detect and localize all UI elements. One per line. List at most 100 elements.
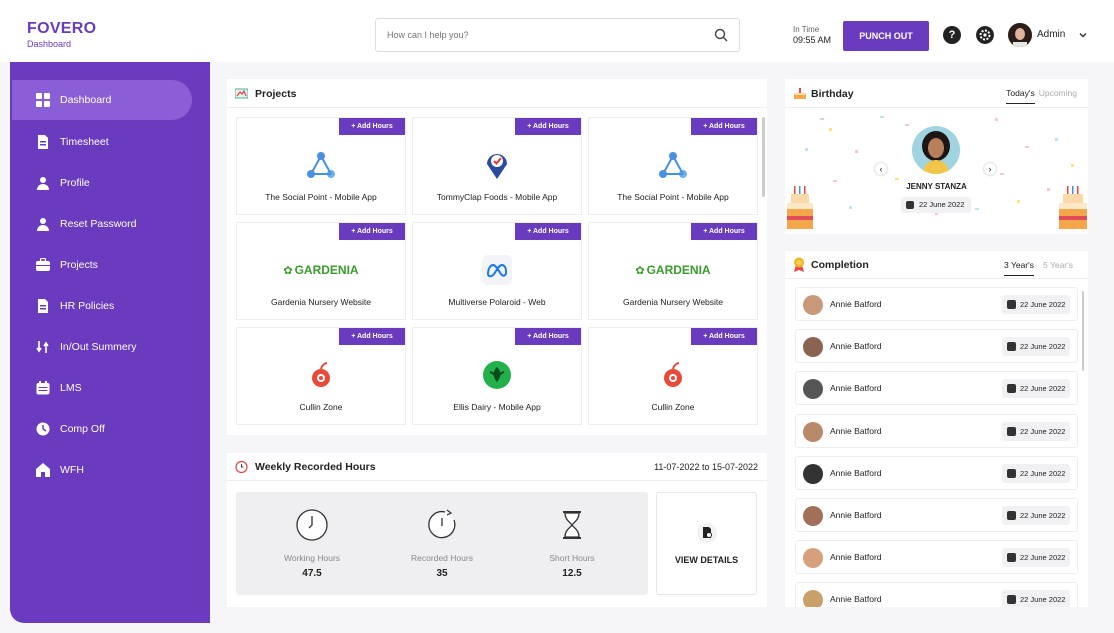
employee-name: Annie Batford: [830, 467, 882, 478]
completion-row[interactable]: Annie Batford 22 June 2022: [795, 329, 1078, 364]
project-card[interactable]: + Add Hours ✿ GARDENIA Gardenia Nursery W…: [236, 222, 406, 320]
project-card[interactable]: + Add Hours The Social Point - Mobile Ap…: [236, 117, 406, 215]
swap-icon: [36, 341, 49, 353]
employee-name: Annie Batford: [830, 341, 882, 352]
add-hours-button[interactable]: + Add Hours: [339, 118, 405, 135]
search-input[interactable]: [376, 19, 696, 51]
project-card[interactable]: + Add Hours The Social Point - Mobile Ap…: [588, 117, 758, 215]
cullin-logo: [664, 362, 682, 387]
grid-icon: [36, 93, 50, 107]
search-box: [375, 18, 740, 52]
alarm-clock-icon: [235, 460, 248, 473]
completion-row[interactable]: Annie Batford 22 June 2022: [795, 287, 1078, 321]
help-icon[interactable]: ?: [943, 26, 961, 44]
add-hours-button[interactable]: + Add Hours: [515, 118, 581, 135]
view-details-button[interactable]: VIEW DETAILS: [656, 492, 757, 595]
award-icon: [794, 257, 804, 272]
sidebar-item-reset-password[interactable]: Reset Password: [12, 204, 192, 244]
add-hours-button[interactable]: + Add Hours: [691, 328, 757, 345]
sidebar-item-timesheet[interactable]: Timesheet: [12, 122, 192, 162]
employee-name: Annie Batford: [830, 510, 882, 520]
employee-name: Annie Batford: [830, 425, 882, 436]
punch-out-button[interactable]: PUNCH OUT: [843, 21, 929, 51]
scrollbar[interactable]: [1082, 291, 1084, 371]
completion-row[interactable]: Annie Batford 22 June 2022: [795, 371, 1078, 406]
project-name: Gardenia Nursery Website: [623, 297, 723, 307]
project-card[interactable]: + Add Hours Ellis Dairy - Mobile App: [412, 327, 582, 425]
working-hours-stat: Working Hours 47.5: [257, 508, 367, 579]
view-details-label: VIEW DETAILS: [674, 555, 739, 565]
project-card[interactable]: + Add Hours Multiverse Polaroid - Web: [412, 222, 582, 320]
project-card[interactable]: + Add Hours ✿ GARDENIA Gardenia Nursery W…: [588, 222, 758, 320]
add-hours-button[interactable]: + Add Hours: [515, 328, 581, 345]
weekly-title: Weekly Recorded Hours: [255, 461, 376, 473]
add-hours-button[interactable]: + Add Hours: [691, 223, 757, 240]
calendar-icon: [1007, 384, 1016, 394]
sidebar-item-comp-off[interactable]: Comp Off: [12, 409, 192, 449]
sidebar-item-projects[interactable]: Projects: [12, 245, 192, 285]
avatar: [803, 379, 823, 400]
sidebar-item-lms[interactable]: LMS: [12, 368, 192, 408]
add-hours-button[interactable]: + Add Hours: [339, 223, 405, 240]
tab-today[interactable]: Today's: [1006, 88, 1035, 104]
clock-icon: [296, 509, 328, 541]
employee-name: Annie Batford: [830, 299, 882, 309]
user-name[interactable]: Admin: [1037, 29, 1066, 40]
employee-name: Annie Batford: [830, 383, 882, 394]
stat-label: Recorded Hours: [411, 553, 473, 563]
chevron-down-icon[interactable]: [1078, 30, 1088, 40]
short-hours-stat: Short Hours 12.5: [517, 508, 627, 579]
project-name: The Social Point - Mobile App: [265, 192, 377, 202]
calendar-icon: [1007, 595, 1016, 605]
tab-upcoming[interactable]: Upcoming: [1038, 88, 1077, 98]
chevron-left-icon[interactable]: ‹: [875, 163, 887, 175]
chevron-right-icon[interactable]: ›: [984, 163, 996, 175]
birthday-date: 22 June 2022: [901, 197, 971, 213]
calendar-icon: [1007, 426, 1016, 436]
project-card[interactable]: + Add Hours TommyClap Foods - Mobile App: [412, 117, 582, 215]
completion-row[interactable]: Annie Batford 22 June 2022: [795, 455, 1078, 490]
calendar-icon: [906, 201, 914, 209]
avatar[interactable]: [1008, 23, 1032, 47]
add-hours-button[interactable]: + Add Hours: [515, 223, 581, 240]
tab-5-years[interactable]: 5 Year's: [1043, 260, 1073, 270]
gardenia-logo: ✿ GARDENIA: [283, 263, 359, 277]
briefcase-icon: [36, 258, 50, 271]
social-point-logo: [659, 152, 687, 178]
weekly-range: 11-07-2022 to 15-07-2022: [654, 462, 758, 472]
brand[interactable]: FOVERO Dashboard: [27, 20, 96, 49]
add-hours-button[interactable]: + Add Hours: [691, 118, 757, 135]
scrollbar[interactable]: [762, 117, 765, 197]
date-badge: 22 June 2022: [1002, 590, 1070, 607]
completion-row[interactable]: Annie Batford 22 June 2022: [795, 498, 1078, 532]
brand-name: FOVERO: [27, 20, 97, 37]
calendar-icon: [1007, 300, 1016, 309]
sidebar-item-profile[interactable]: Profile: [12, 163, 192, 203]
completion-row[interactable]: Annie Batford 22 June 2022: [795, 540, 1078, 575]
project-card[interactable]: + Add Hours Cullin Zone: [236, 327, 406, 425]
project-card[interactable]: + Add Hours Cullin Zone: [588, 327, 758, 425]
date-badge: 22 June 2022: [1002, 379, 1070, 399]
project-name: Ellis Dairy - Mobile App: [453, 402, 541, 412]
projects-icon: [235, 88, 248, 99]
avatar: [803, 295, 823, 315]
gear-icon[interactable]: [976, 26, 994, 44]
add-hours-button[interactable]: + Add Hours: [339, 328, 405, 345]
avatar: [803, 548, 823, 569]
in-time: In Time 09:55 AM: [793, 24, 831, 46]
sidebar-item-in-out-summery[interactable]: In/Out Summery: [12, 327, 192, 367]
search-icon[interactable]: [714, 28, 728, 42]
tab-3-years[interactable]: 3 Year's: [1004, 260, 1035, 276]
completion-row[interactable]: Annie Batford 22 June 2022: [795, 413, 1078, 448]
birthday-title: Birthday: [811, 88, 854, 100]
sidebar-item-label: LMS: [60, 382, 82, 394]
completion-list: Annie Batford 22 June 2022 Annie Batford 22…: [795, 287, 1078, 607]
sidebar-item-wfh[interactable]: WFH: [12, 450, 192, 490]
avatar: [803, 590, 823, 607]
sidebar-item-dashboard[interactable]: Dashboard: [12, 80, 192, 120]
completion-row[interactable]: Annie Batford 22 June 2022: [795, 582, 1078, 607]
sidebar-item-label: Profile: [60, 177, 90, 189]
sidebar-item-hr-policies[interactable]: HR Policies: [12, 286, 192, 326]
date-value: 22 June 2022: [1020, 595, 1066, 605]
